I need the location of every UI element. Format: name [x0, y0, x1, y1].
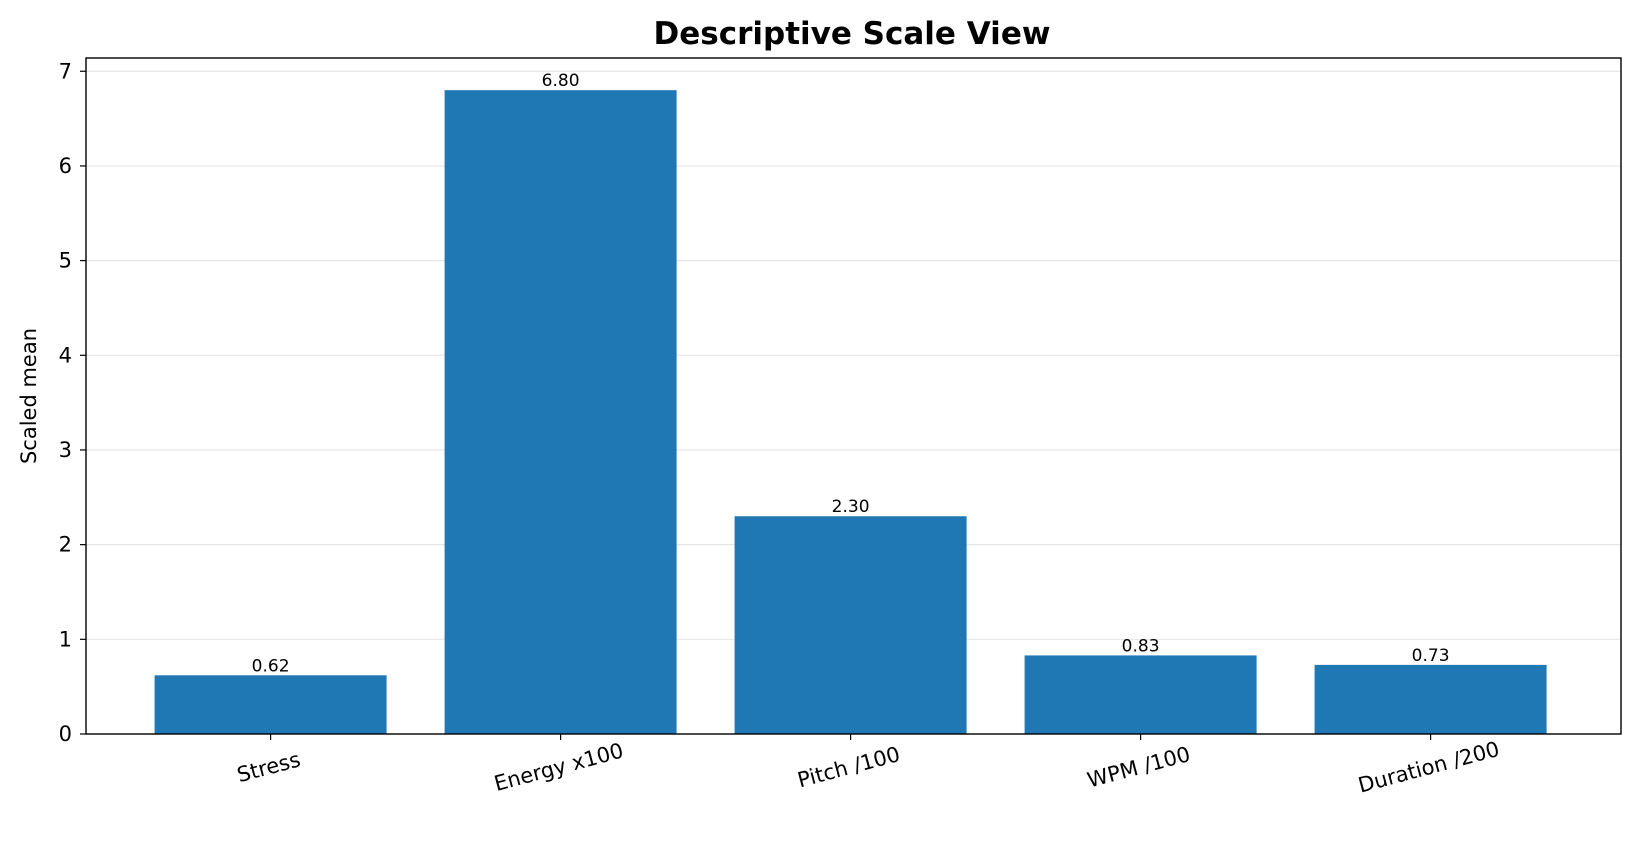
value-labels: 0.62 6.80 2.30 0.83 0.73 [252, 71, 1450, 676]
plot-area [85, 57, 1622, 735]
bar-value-label: 6.80 [542, 71, 580, 91]
bar-value-label: 2.30 [832, 497, 870, 517]
bar-value-label: 0.73 [1412, 646, 1450, 666]
bars [154, 90, 1547, 734]
y-axis: 0 1 2 3 4 5 6 7 [59, 59, 86, 746]
bar-value-label: 0.62 [252, 656, 290, 676]
bar-value-label: 0.83 [1122, 636, 1160, 656]
bar [1314, 664, 1547, 734]
y-tick-label: 3 [59, 438, 72, 462]
y-tick-label: 4 [59, 343, 72, 367]
bar [154, 675, 387, 734]
bar [1024, 655, 1257, 734]
y-tick-label: 1 [59, 627, 72, 651]
bar [734, 516, 967, 734]
bar [444, 90, 677, 734]
y-axis-label: Scaled mean [17, 328, 41, 464]
y-tick-label: 7 [59, 59, 72, 83]
y-tick-label: 0 [59, 722, 72, 746]
y-tick-label: 5 [59, 249, 72, 273]
y-tick-label: 2 [59, 533, 72, 557]
y-tick-label: 6 [59, 154, 72, 178]
chart-title: Descriptive Scale View [654, 16, 1051, 52]
